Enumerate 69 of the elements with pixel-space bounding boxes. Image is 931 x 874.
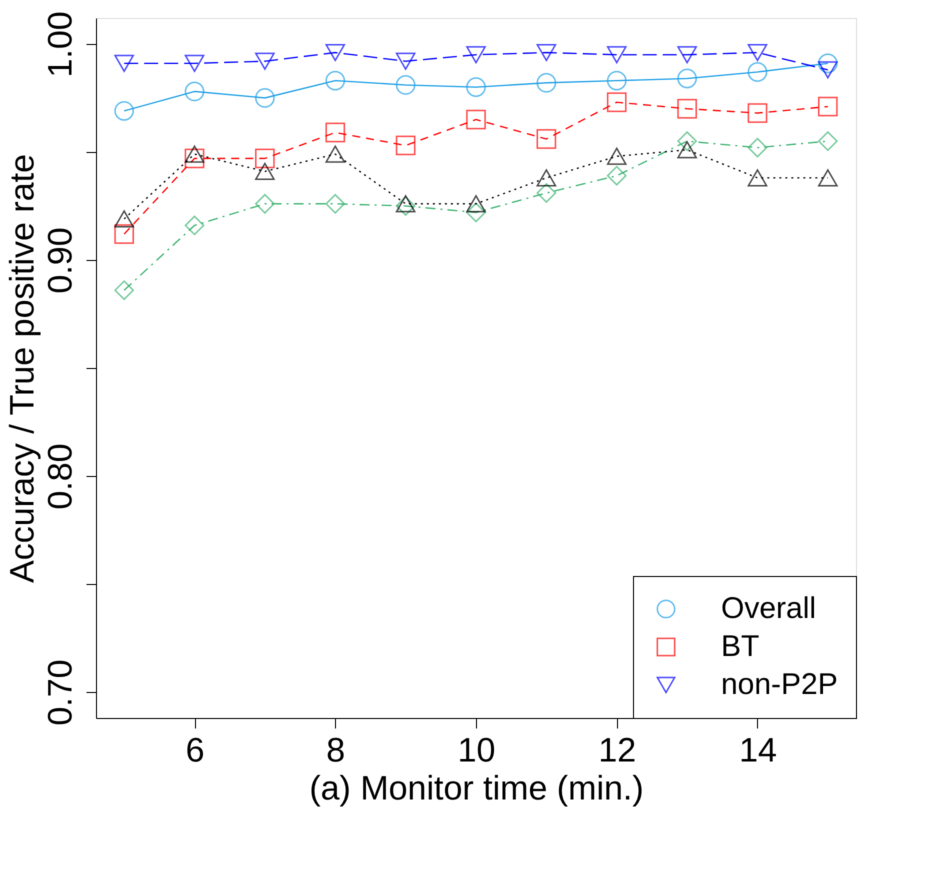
point (466, 46, 486, 64)
point (536, 169, 556, 186)
point (818, 96, 838, 116)
point (255, 148, 275, 168)
point (114, 54, 134, 72)
point (466, 202, 486, 222)
point (255, 162, 275, 180)
legend-label: BT (721, 630, 760, 663)
point (396, 196, 416, 216)
point (466, 77, 486, 97)
point (255, 52, 275, 70)
point (677, 98, 697, 119)
point (114, 210, 134, 228)
point (818, 169, 838, 186)
point (606, 92, 627, 112)
point (536, 73, 556, 93)
x-tick-label: 6 (186, 732, 204, 770)
point (184, 216, 204, 236)
point (396, 75, 416, 95)
point (677, 141, 697, 158)
point (325, 145, 346, 163)
x-tick-label: 10 (458, 732, 496, 770)
point (396, 195, 416, 212)
point (748, 103, 768, 123)
point (606, 46, 627, 64)
point (114, 224, 134, 244)
point (184, 54, 204, 72)
y-tick-label: 0.70 (42, 659, 80, 726)
point (396, 52, 416, 70)
point (114, 101, 134, 121)
point (396, 136, 416, 156)
point (536, 44, 556, 62)
point (184, 148, 204, 168)
point (255, 194, 275, 214)
x-axis-title: (a) Monitor time (min.) (309, 770, 644, 808)
point (114, 280, 134, 300)
point (606, 166, 627, 186)
point (677, 46, 697, 64)
point (255, 88, 275, 108)
legend-label: Overall (721, 592, 816, 625)
point (325, 44, 346, 62)
point (325, 122, 346, 142)
y-tick-label: 1.00 (42, 11, 80, 78)
y-tick-label: 0.80 (42, 443, 80, 510)
point (748, 44, 768, 62)
point (677, 68, 697, 88)
point (325, 70, 346, 90)
point (184, 145, 204, 163)
point (466, 195, 486, 212)
point (818, 61, 838, 78)
point (748, 62, 768, 82)
point (818, 54, 838, 74)
point (536, 183, 556, 203)
y-tick-label: 0.90 (42, 227, 80, 294)
x-tick-label: 8 (326, 732, 346, 770)
point (748, 169, 768, 186)
x-tick-label: 14 (739, 732, 777, 770)
point (325, 194, 346, 214)
point (606, 148, 627, 165)
point (748, 138, 768, 158)
point (184, 82, 204, 102)
x-tick-label: 12 (598, 732, 636, 770)
point (606, 70, 627, 90)
point (466, 110, 486, 130)
point (818, 131, 838, 151)
y-axis-title: Accuracy / True positive rate (4, 154, 42, 583)
point (536, 129, 556, 149)
point (677, 131, 697, 151)
legend-label: non-P2P (721, 668, 838, 701)
